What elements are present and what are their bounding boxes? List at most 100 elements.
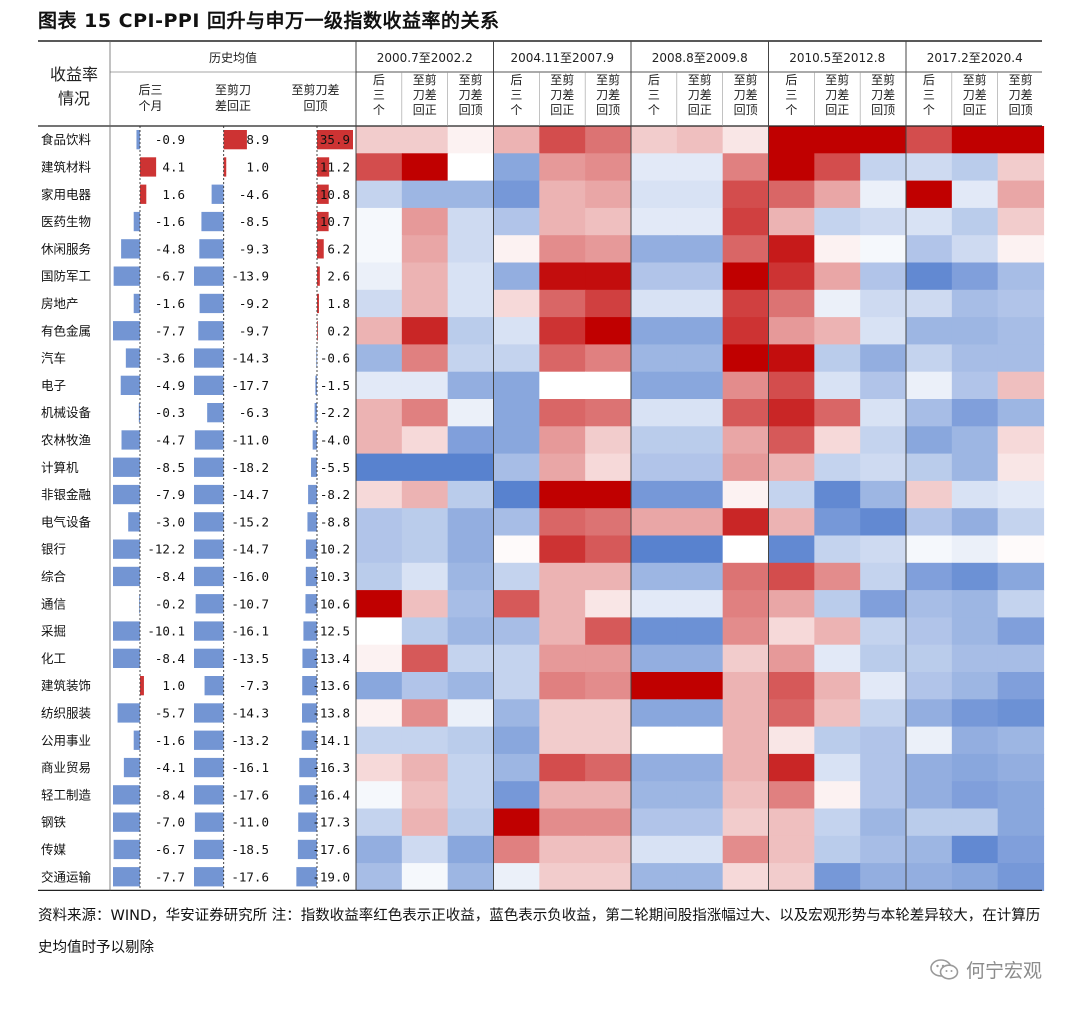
heat-cell bbox=[401, 262, 449, 291]
heat-cell bbox=[814, 726, 861, 755]
row-label: 综合 bbox=[41, 569, 67, 584]
heat-cell bbox=[401, 781, 449, 810]
heat-cell bbox=[997, 617, 1045, 646]
data-bar bbox=[211, 184, 224, 204]
row-label: 休闲服务 bbox=[41, 241, 91, 256]
heat-cell bbox=[493, 289, 540, 318]
heat-cell bbox=[768, 672, 815, 700]
row-header-line2: 情况 bbox=[58, 89, 90, 108]
heat-cell bbox=[951, 344, 999, 373]
data-bar bbox=[120, 375, 140, 395]
data-bar bbox=[223, 130, 247, 150]
heat-cell bbox=[906, 508, 953, 537]
heat-cell bbox=[631, 153, 678, 182]
avg-value: -7.0 bbox=[155, 815, 185, 830]
heat-cell bbox=[814, 126, 861, 154]
avg-value: -4.6 bbox=[239, 187, 269, 202]
heat-cell bbox=[906, 808, 953, 837]
heat-cell bbox=[722, 235, 770, 264]
heat-cell bbox=[493, 672, 540, 700]
heat-cell bbox=[401, 699, 449, 728]
heat-cell bbox=[814, 480, 861, 509]
data-bar bbox=[298, 812, 317, 832]
period-header: 2008.8至2009.8 bbox=[652, 51, 748, 65]
heat-cell bbox=[356, 153, 403, 182]
row-label: 房地产 bbox=[41, 296, 79, 311]
grid-lines bbox=[38, 40, 1042, 892]
avg-value: -7.7 bbox=[155, 869, 185, 884]
avg-value: 1.8 bbox=[327, 296, 350, 311]
heat-cell bbox=[814, 535, 861, 564]
heat-cell bbox=[997, 371, 1045, 400]
heat-cell bbox=[814, 699, 861, 728]
heat-cell bbox=[493, 344, 540, 373]
heat-cell bbox=[676, 753, 724, 782]
avg-value: -17.7 bbox=[231, 378, 269, 393]
heat-cell bbox=[906, 289, 953, 318]
heat-cell bbox=[906, 535, 953, 564]
row-label: 轻工制造 bbox=[41, 787, 92, 802]
heat-cell bbox=[585, 344, 632, 373]
heat-cell bbox=[356, 344, 403, 373]
heat-cell bbox=[447, 180, 495, 209]
data-bar bbox=[302, 703, 317, 723]
avg-value: 2.6 bbox=[327, 269, 350, 284]
data-bar bbox=[194, 812, 224, 832]
data-bar bbox=[194, 648, 224, 668]
heat-cell bbox=[493, 399, 540, 427]
heat-cell bbox=[722, 808, 770, 837]
heat-cell bbox=[676, 180, 724, 209]
period-sub-header: 三 bbox=[648, 88, 660, 102]
heat-cell bbox=[631, 399, 678, 427]
heat-cell bbox=[906, 672, 953, 700]
heat-cell bbox=[585, 726, 632, 755]
heat-cell bbox=[997, 726, 1045, 755]
avg-value: -10.1 bbox=[147, 624, 185, 639]
avg-value: -4.1 bbox=[155, 760, 185, 775]
heat-cell bbox=[722, 207, 770, 236]
heat-cell bbox=[356, 699, 403, 728]
avg-value: -7.9 bbox=[155, 487, 185, 502]
data-bar bbox=[133, 293, 140, 314]
data-bar bbox=[194, 348, 224, 368]
heat-cell bbox=[493, 753, 540, 782]
heat-cell bbox=[401, 590, 449, 618]
data-bar bbox=[305, 566, 317, 587]
avg-value: -10.2 bbox=[312, 542, 350, 557]
heat-cell bbox=[768, 344, 815, 373]
heat-cell bbox=[447, 207, 495, 236]
period-sub-header: 回顶 bbox=[596, 103, 620, 117]
heat-cell bbox=[951, 672, 999, 700]
avg-col-header: 个月 bbox=[138, 99, 162, 113]
heat-cell bbox=[676, 344, 724, 373]
data-bar bbox=[317, 157, 330, 177]
heat-cell bbox=[722, 289, 770, 318]
heat-cell bbox=[493, 317, 540, 345]
heat-cell bbox=[676, 590, 724, 618]
data-bar bbox=[136, 130, 140, 150]
data-bar bbox=[133, 730, 140, 750]
heat-cell bbox=[401, 644, 449, 673]
heat-cell bbox=[997, 262, 1045, 291]
heat-cell bbox=[860, 426, 907, 455]
heat-cell bbox=[493, 781, 540, 810]
heat-cell bbox=[493, 180, 540, 209]
heat-cell bbox=[676, 371, 724, 400]
heat-cell bbox=[860, 207, 907, 236]
heat-cell bbox=[722, 672, 770, 700]
data-bar bbox=[140, 157, 157, 177]
data-bar bbox=[138, 403, 140, 423]
heat-cell bbox=[906, 644, 953, 673]
period-sub-header: 至剪 bbox=[459, 72, 483, 87]
heat-cell bbox=[493, 153, 540, 182]
data-bar bbox=[117, 703, 140, 723]
avg-value: -1.6 bbox=[155, 296, 185, 311]
heat-cell bbox=[447, 399, 495, 427]
heat-cell bbox=[814, 781, 861, 810]
period-sub-header: 刀差 bbox=[963, 88, 987, 102]
heat-cell bbox=[997, 153, 1045, 182]
avg-value: -4.0 bbox=[320, 432, 350, 447]
heat-cell bbox=[906, 590, 953, 618]
heat-cell bbox=[676, 399, 724, 427]
heat-cell bbox=[676, 480, 724, 509]
